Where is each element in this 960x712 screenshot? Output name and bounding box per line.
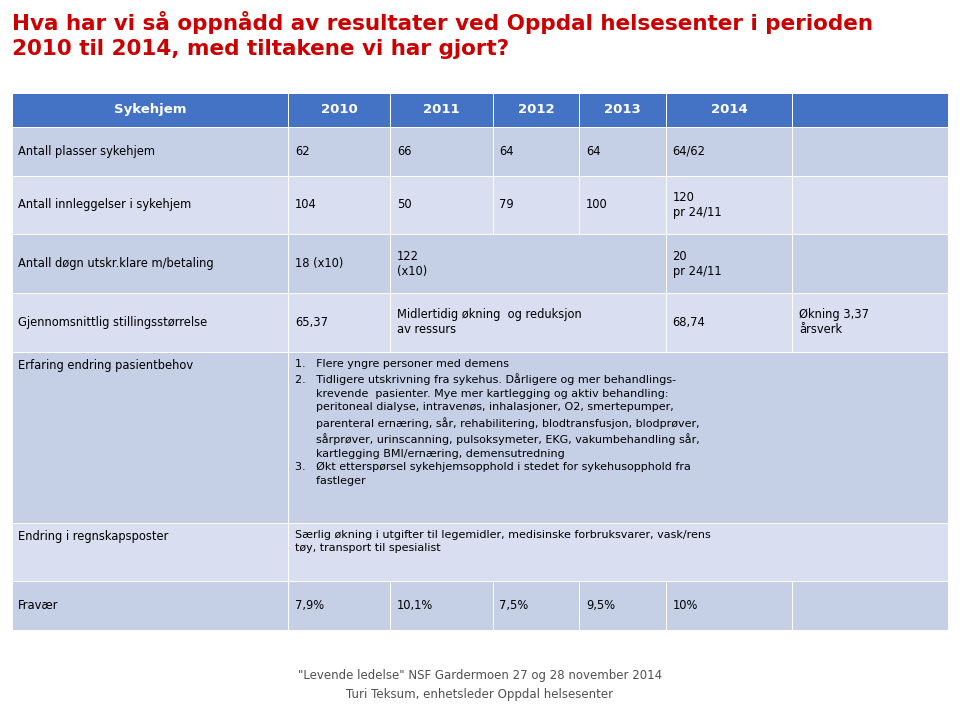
Bar	[666, 127, 792, 176]
Bar	[12, 234, 288, 293]
Bar	[792, 293, 948, 352]
Text: Hva har vi så oppnådd av resultater ved Oppdal helsesenter i perioden: Hva har vi så oppnådd av resultater ved …	[12, 11, 873, 33]
Text: 10%: 10%	[673, 600, 698, 612]
Bar	[492, 127, 579, 176]
Bar	[288, 352, 948, 523]
Text: 2011: 2011	[423, 103, 460, 116]
Bar	[792, 581, 948, 630]
Bar	[792, 93, 948, 127]
Bar	[12, 523, 288, 581]
Bar	[579, 176, 666, 234]
Text: 7,9%: 7,9%	[295, 600, 324, 612]
Text: Antall plasser sykehjem: Antall plasser sykehjem	[18, 145, 156, 157]
Text: 20
pr 24/11: 20 pr 24/11	[673, 250, 721, 278]
Bar	[792, 127, 948, 176]
Text: 79: 79	[499, 199, 514, 211]
Bar	[12, 293, 288, 352]
Text: Fravær: Fravær	[18, 600, 59, 612]
Bar	[391, 293, 666, 352]
Text: 2010 til 2014, med tiltakene vi har gjort?: 2010 til 2014, med tiltakene vi har gjor…	[12, 39, 509, 59]
Bar	[666, 293, 792, 352]
Text: Antall døgn utskr.klare m/betaling: Antall døgn utskr.klare m/betaling	[18, 257, 214, 270]
Text: 50: 50	[397, 199, 412, 211]
Text: 2014: 2014	[710, 103, 747, 116]
Bar	[288, 176, 391, 234]
Bar	[492, 93, 579, 127]
Text: Midlertidig økning  og reduksjon
av ressurs: Midlertidig økning og reduksjon av ressu…	[397, 308, 582, 336]
Bar	[666, 176, 792, 234]
Bar	[792, 234, 948, 293]
Text: 18 (x10): 18 (x10)	[295, 257, 344, 270]
Text: 68,74: 68,74	[673, 315, 706, 329]
Text: 2013: 2013	[604, 103, 641, 116]
Text: Endring i regnskapsposter: Endring i regnskapsposter	[18, 530, 169, 543]
Bar	[288, 523, 948, 581]
Bar	[579, 93, 666, 127]
Bar	[288, 93, 391, 127]
Text: 64: 64	[586, 145, 600, 157]
Bar	[792, 176, 948, 234]
Bar	[391, 93, 492, 127]
Bar	[391, 176, 492, 234]
Text: 65,37: 65,37	[295, 315, 328, 329]
Text: 7,5%: 7,5%	[499, 600, 529, 612]
Bar	[288, 127, 391, 176]
Bar	[12, 581, 288, 630]
Bar	[579, 581, 666, 630]
Text: 9,5%: 9,5%	[586, 600, 615, 612]
Text: Økning 3,37
årsverk: Økning 3,37 årsverk	[799, 308, 869, 336]
Bar	[579, 127, 666, 176]
Text: 120
pr 24/11: 120 pr 24/11	[673, 191, 721, 219]
Text: 1.   Flere yngre personer med demens
2.   Tidligere utskrivning fra sykehus. Dår: 1. Flere yngre personer med demens 2. Ti…	[295, 359, 700, 486]
Text: 2012: 2012	[517, 103, 554, 116]
Text: 10,1%: 10,1%	[397, 600, 433, 612]
Text: Antall innleggelser i sykehjem: Antall innleggelser i sykehjem	[18, 199, 191, 211]
Bar	[391, 581, 492, 630]
Bar	[492, 581, 579, 630]
Bar	[12, 93, 288, 127]
Text: 64/62: 64/62	[673, 145, 706, 157]
Bar	[391, 234, 666, 293]
Text: 122
(x10): 122 (x10)	[397, 250, 427, 278]
Bar	[12, 176, 288, 234]
Bar	[288, 293, 391, 352]
Bar	[666, 234, 792, 293]
Bar	[288, 581, 391, 630]
Text: 64: 64	[499, 145, 514, 157]
Text: Særlig økning i utgifter til legemidler, medisinske forbruksvarer, vask/rens
tøy: Særlig økning i utgifter til legemidler,…	[295, 530, 710, 553]
Text: 62: 62	[295, 145, 309, 157]
Bar	[391, 127, 492, 176]
Bar	[492, 176, 579, 234]
Text: 100: 100	[586, 199, 608, 211]
Bar	[12, 127, 288, 176]
Text: Erfaring endring pasientbehov: Erfaring endring pasientbehov	[18, 359, 193, 372]
Text: 104: 104	[295, 199, 317, 211]
Text: Gjennomsnittlig stillingsstørrelse: Gjennomsnittlig stillingsstørrelse	[18, 315, 207, 329]
Bar	[666, 93, 792, 127]
Text: "Levende ledelse" NSF Gardermoen 27 og 28 november 2014
Turi Teksum, enhetsleder: "Levende ledelse" NSF Gardermoen 27 og 2…	[298, 669, 662, 701]
Text: Sykehjem: Sykehjem	[113, 103, 186, 116]
Text: 66: 66	[397, 145, 412, 157]
Bar	[12, 352, 288, 523]
Bar	[666, 581, 792, 630]
Text: 2010: 2010	[321, 103, 358, 116]
Bar	[288, 234, 391, 293]
